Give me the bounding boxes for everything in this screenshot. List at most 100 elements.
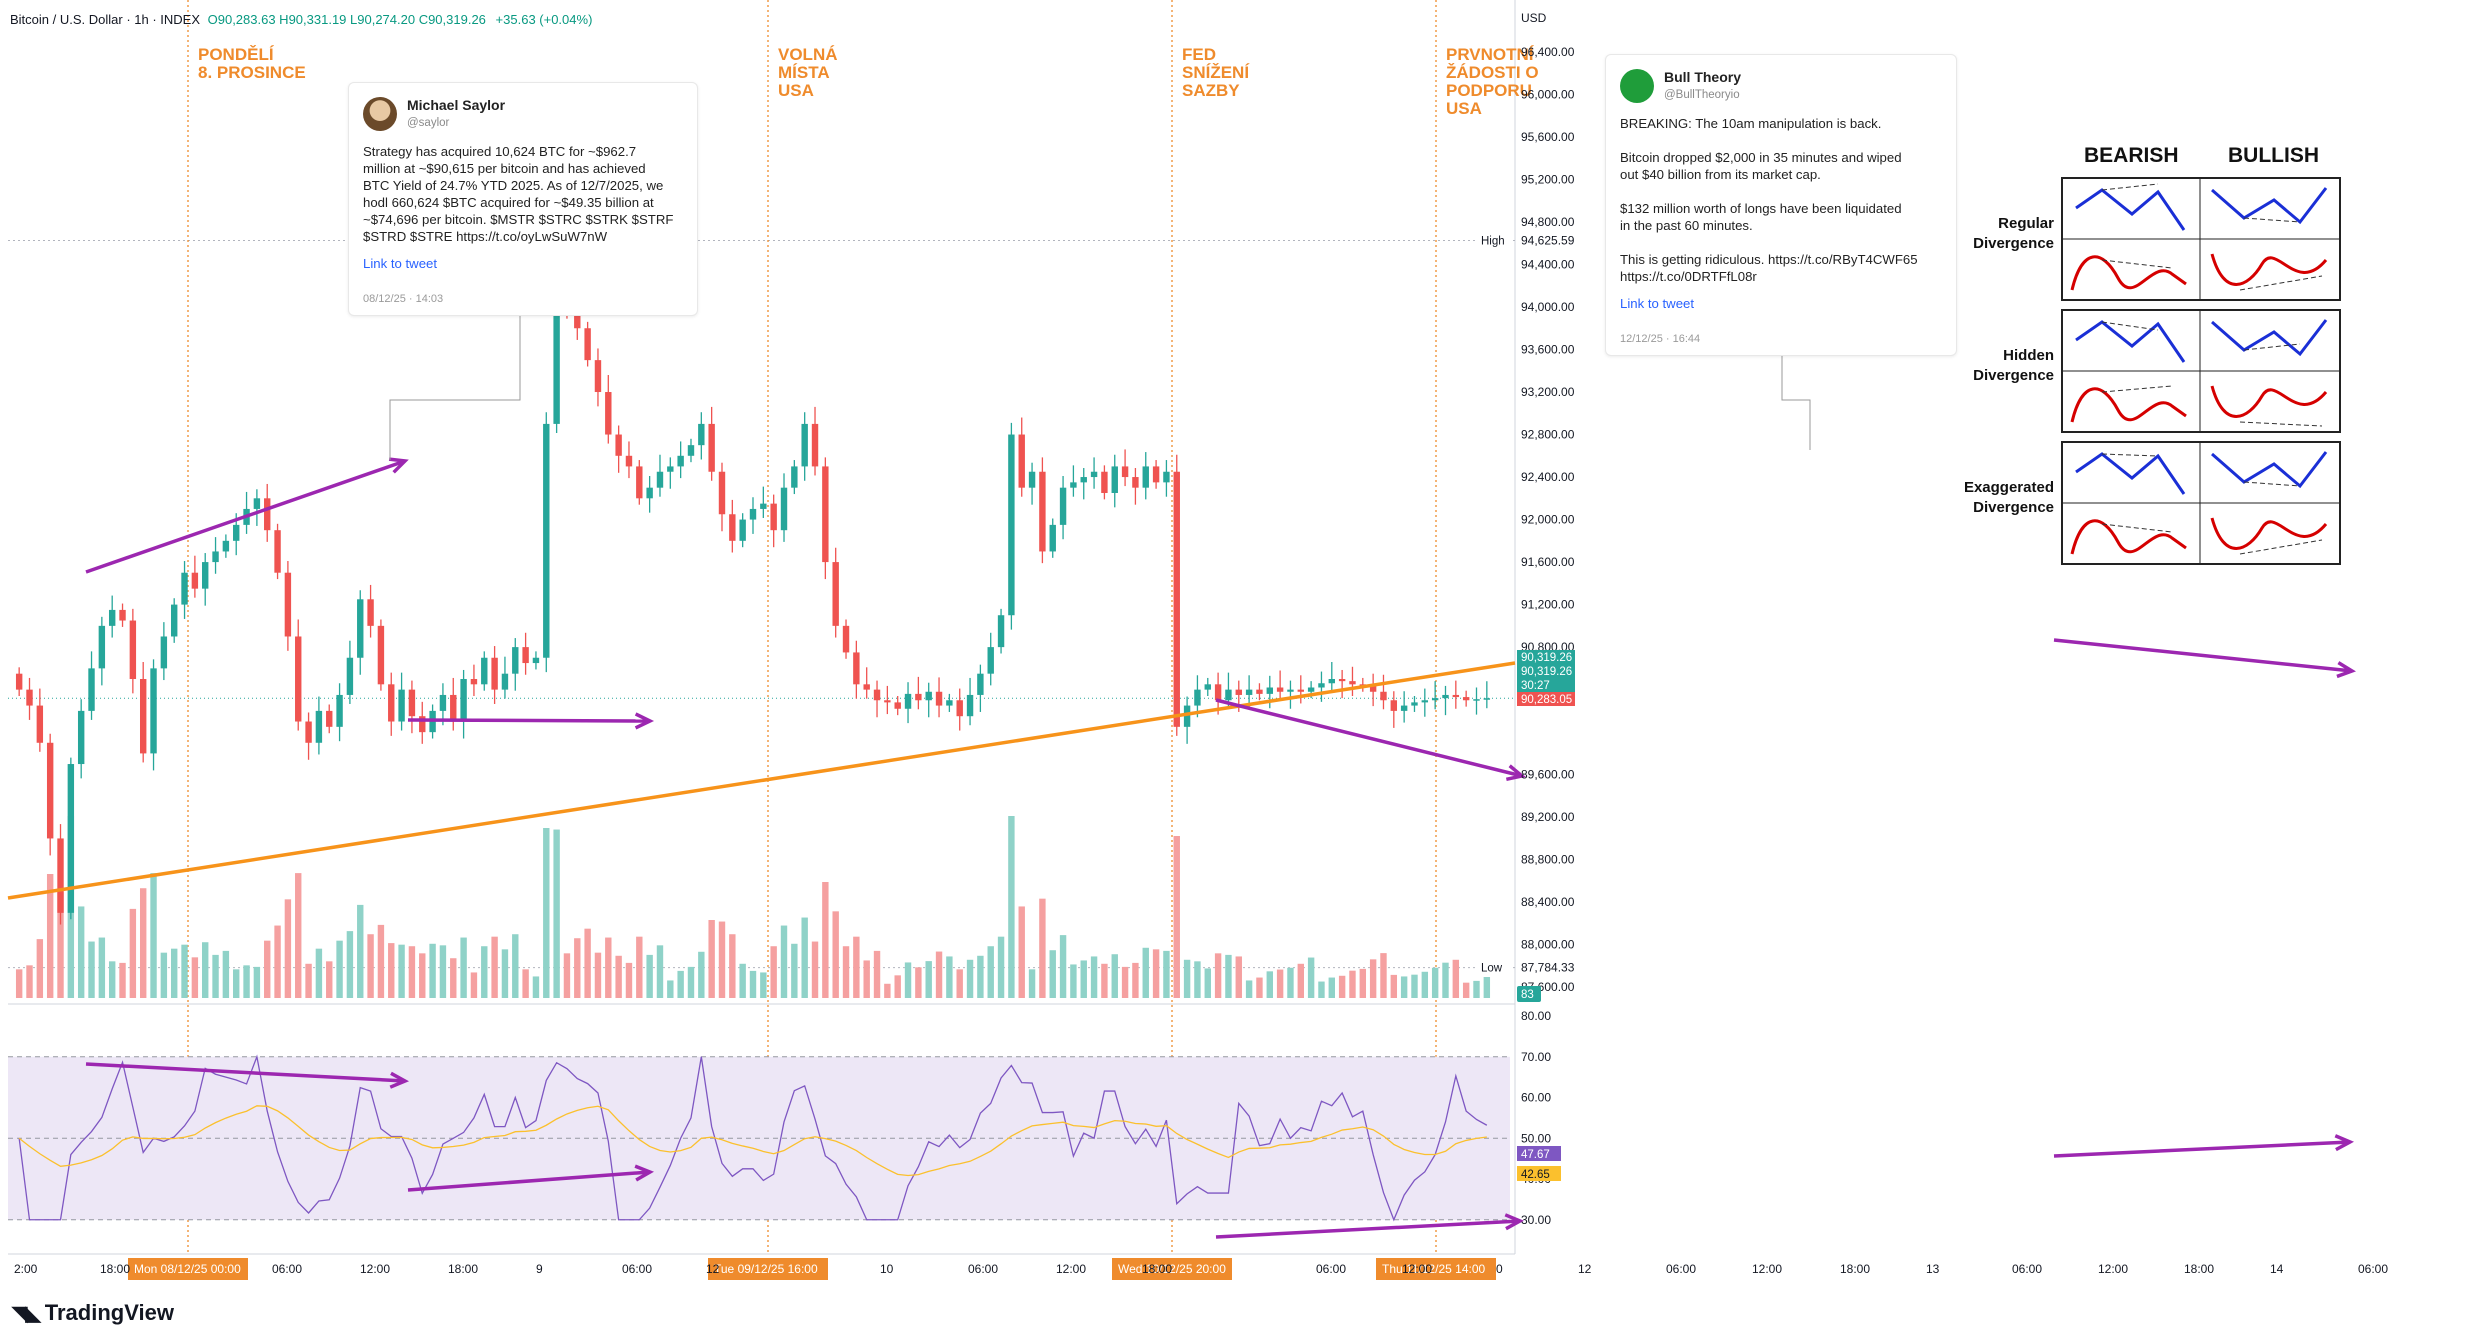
volume-bar	[243, 965, 250, 998]
tweet-card-saylor[interactable]: Michael Saylor @saylor Strategy has acqu…	[348, 82, 698, 316]
volume-bar	[1039, 898, 1046, 998]
volume-bar	[873, 950, 881, 998]
candle-body	[1318, 683, 1325, 688]
candle-body	[739, 519, 746, 541]
rsi-value-badge: 47.67	[1521, 1149, 1550, 1161]
volume-bar	[1307, 957, 1315, 998]
candle-body	[1080, 477, 1087, 483]
volume-bar	[997, 936, 1005, 998]
time-tick-label: 12:00	[1752, 1262, 1782, 1276]
legend-price-zigzag	[2211, 319, 2328, 357]
divergence-arrow-head	[1505, 764, 1526, 781]
candle-body	[522, 647, 529, 664]
candle-body	[139, 679, 147, 754]
volume-bar	[822, 882, 829, 998]
candle-body	[780, 487, 788, 531]
volume-bar	[222, 950, 230, 998]
volume-bar	[956, 969, 963, 998]
volume-bar	[408, 946, 416, 998]
candle-body	[398, 689, 405, 722]
volume-bar	[202, 942, 209, 998]
candle-body	[1111, 466, 1118, 493]
volume-bar	[98, 937, 106, 998]
candle-body	[977, 673, 984, 695]
time-tick-label: 06:00	[1666, 1262, 1696, 1276]
volume-bar	[264, 940, 271, 998]
time-tick-label: 12:00	[360, 1262, 390, 1276]
symbol-title[interactable]: Bitcoin / U.S. Dollar · 1h · INDEX	[10, 12, 200, 27]
candle-body	[1183, 705, 1191, 727]
candle-body	[863, 684, 870, 690]
volume-bar	[543, 828, 550, 998]
tradingview-logo[interactable]: ◥◣ TradingView	[12, 1300, 174, 1326]
volume-bar	[439, 945, 447, 998]
candle-body	[181, 572, 188, 605]
volume-bar	[636, 936, 643, 998]
candle-body	[501, 673, 509, 690]
price-change: +35.63 (+0.04%)	[495, 12, 593, 27]
volume-bar	[1008, 816, 1015, 998]
volume-bar	[1111, 954, 1118, 998]
volume-bar	[1245, 980, 1253, 998]
event-label: 8. PROSINCE	[198, 63, 306, 82]
price-tick-label: 92,000.00	[1521, 513, 1575, 527]
rsi-divergence-arrow	[407, 1170, 651, 1192]
divergence-arrow-head	[2336, 661, 2357, 679]
rsi-ma-line	[18, 1105, 1487, 1177]
volume-bar	[1214, 953, 1222, 998]
candle-body	[1390, 700, 1398, 711]
volume-bar	[584, 928, 591, 998]
event-label: FED	[1182, 45, 1216, 64]
candle-body	[377, 625, 385, 685]
candle-body	[687, 445, 695, 456]
time-tick-label: 12:00	[1402, 1262, 1432, 1276]
candle-body	[997, 615, 1005, 648]
candle-body	[1276, 687, 1284, 692]
candle-body	[388, 684, 395, 722]
volume-bar	[398, 944, 405, 998]
volume-bar	[739, 963, 746, 998]
tweet-link[interactable]: Link to tweet	[363, 256, 438, 271]
volume-bar	[15, 969, 23, 998]
candle-body	[1163, 471, 1170, 483]
volume-bar	[1028, 969, 1036, 998]
price-badge: 30:27	[1521, 680, 1550, 692]
rsi-divergence-arrow-head	[389, 1071, 410, 1089]
event-time-label: Thu 11/12/25 14:00	[1382, 1262, 1486, 1276]
candle-body	[419, 716, 426, 733]
volume-bar	[1101, 963, 1108, 998]
candle-body	[346, 657, 354, 695]
candle-body	[770, 503, 777, 531]
legend-price-zigzag	[2211, 451, 2328, 489]
volume-bar	[1473, 980, 1480, 998]
volume-bar	[1400, 976, 1408, 998]
event-label: ŽÁDOSTI O	[1446, 63, 1539, 82]
legend-dash	[2101, 321, 2159, 331]
legend-dash	[2243, 217, 2301, 223]
candle-body	[801, 423, 808, 467]
divergence-arrow	[85, 459, 406, 574]
candle-body	[357, 599, 364, 658]
legend-price-zigzag	[2075, 320, 2186, 363]
volume-bar	[212, 954, 219, 998]
tweet-card-bulltheory[interactable]: Bull Theory @BullTheoryio BREAKING: The …	[1605, 54, 1957, 356]
candle-body	[170, 604, 178, 637]
candle-body	[284, 572, 292, 637]
event-label: SNÍŽENÍ	[1182, 63, 1250, 82]
volume-bar	[1380, 953, 1387, 998]
volume-bar	[1266, 971, 1273, 998]
volume-bar	[501, 949, 509, 998]
candle-body	[584, 328, 591, 361]
volume-bar	[1442, 962, 1449, 998]
candle-body	[512, 647, 519, 674]
candle-body	[212, 551, 219, 563]
tweet-link[interactable]: Link to tweet	[1620, 296, 1695, 311]
tweet-author: Michael Saylor	[407, 97, 506, 113]
time-tick-label: 18:00	[100, 1262, 130, 1276]
candle-body	[718, 471, 726, 515]
rsi-ma-badge: 42.65	[1521, 1169, 1550, 1181]
candle-body	[1194, 689, 1201, 706]
event-time-bg	[1112, 1258, 1232, 1280]
candle-body	[1338, 679, 1346, 682]
